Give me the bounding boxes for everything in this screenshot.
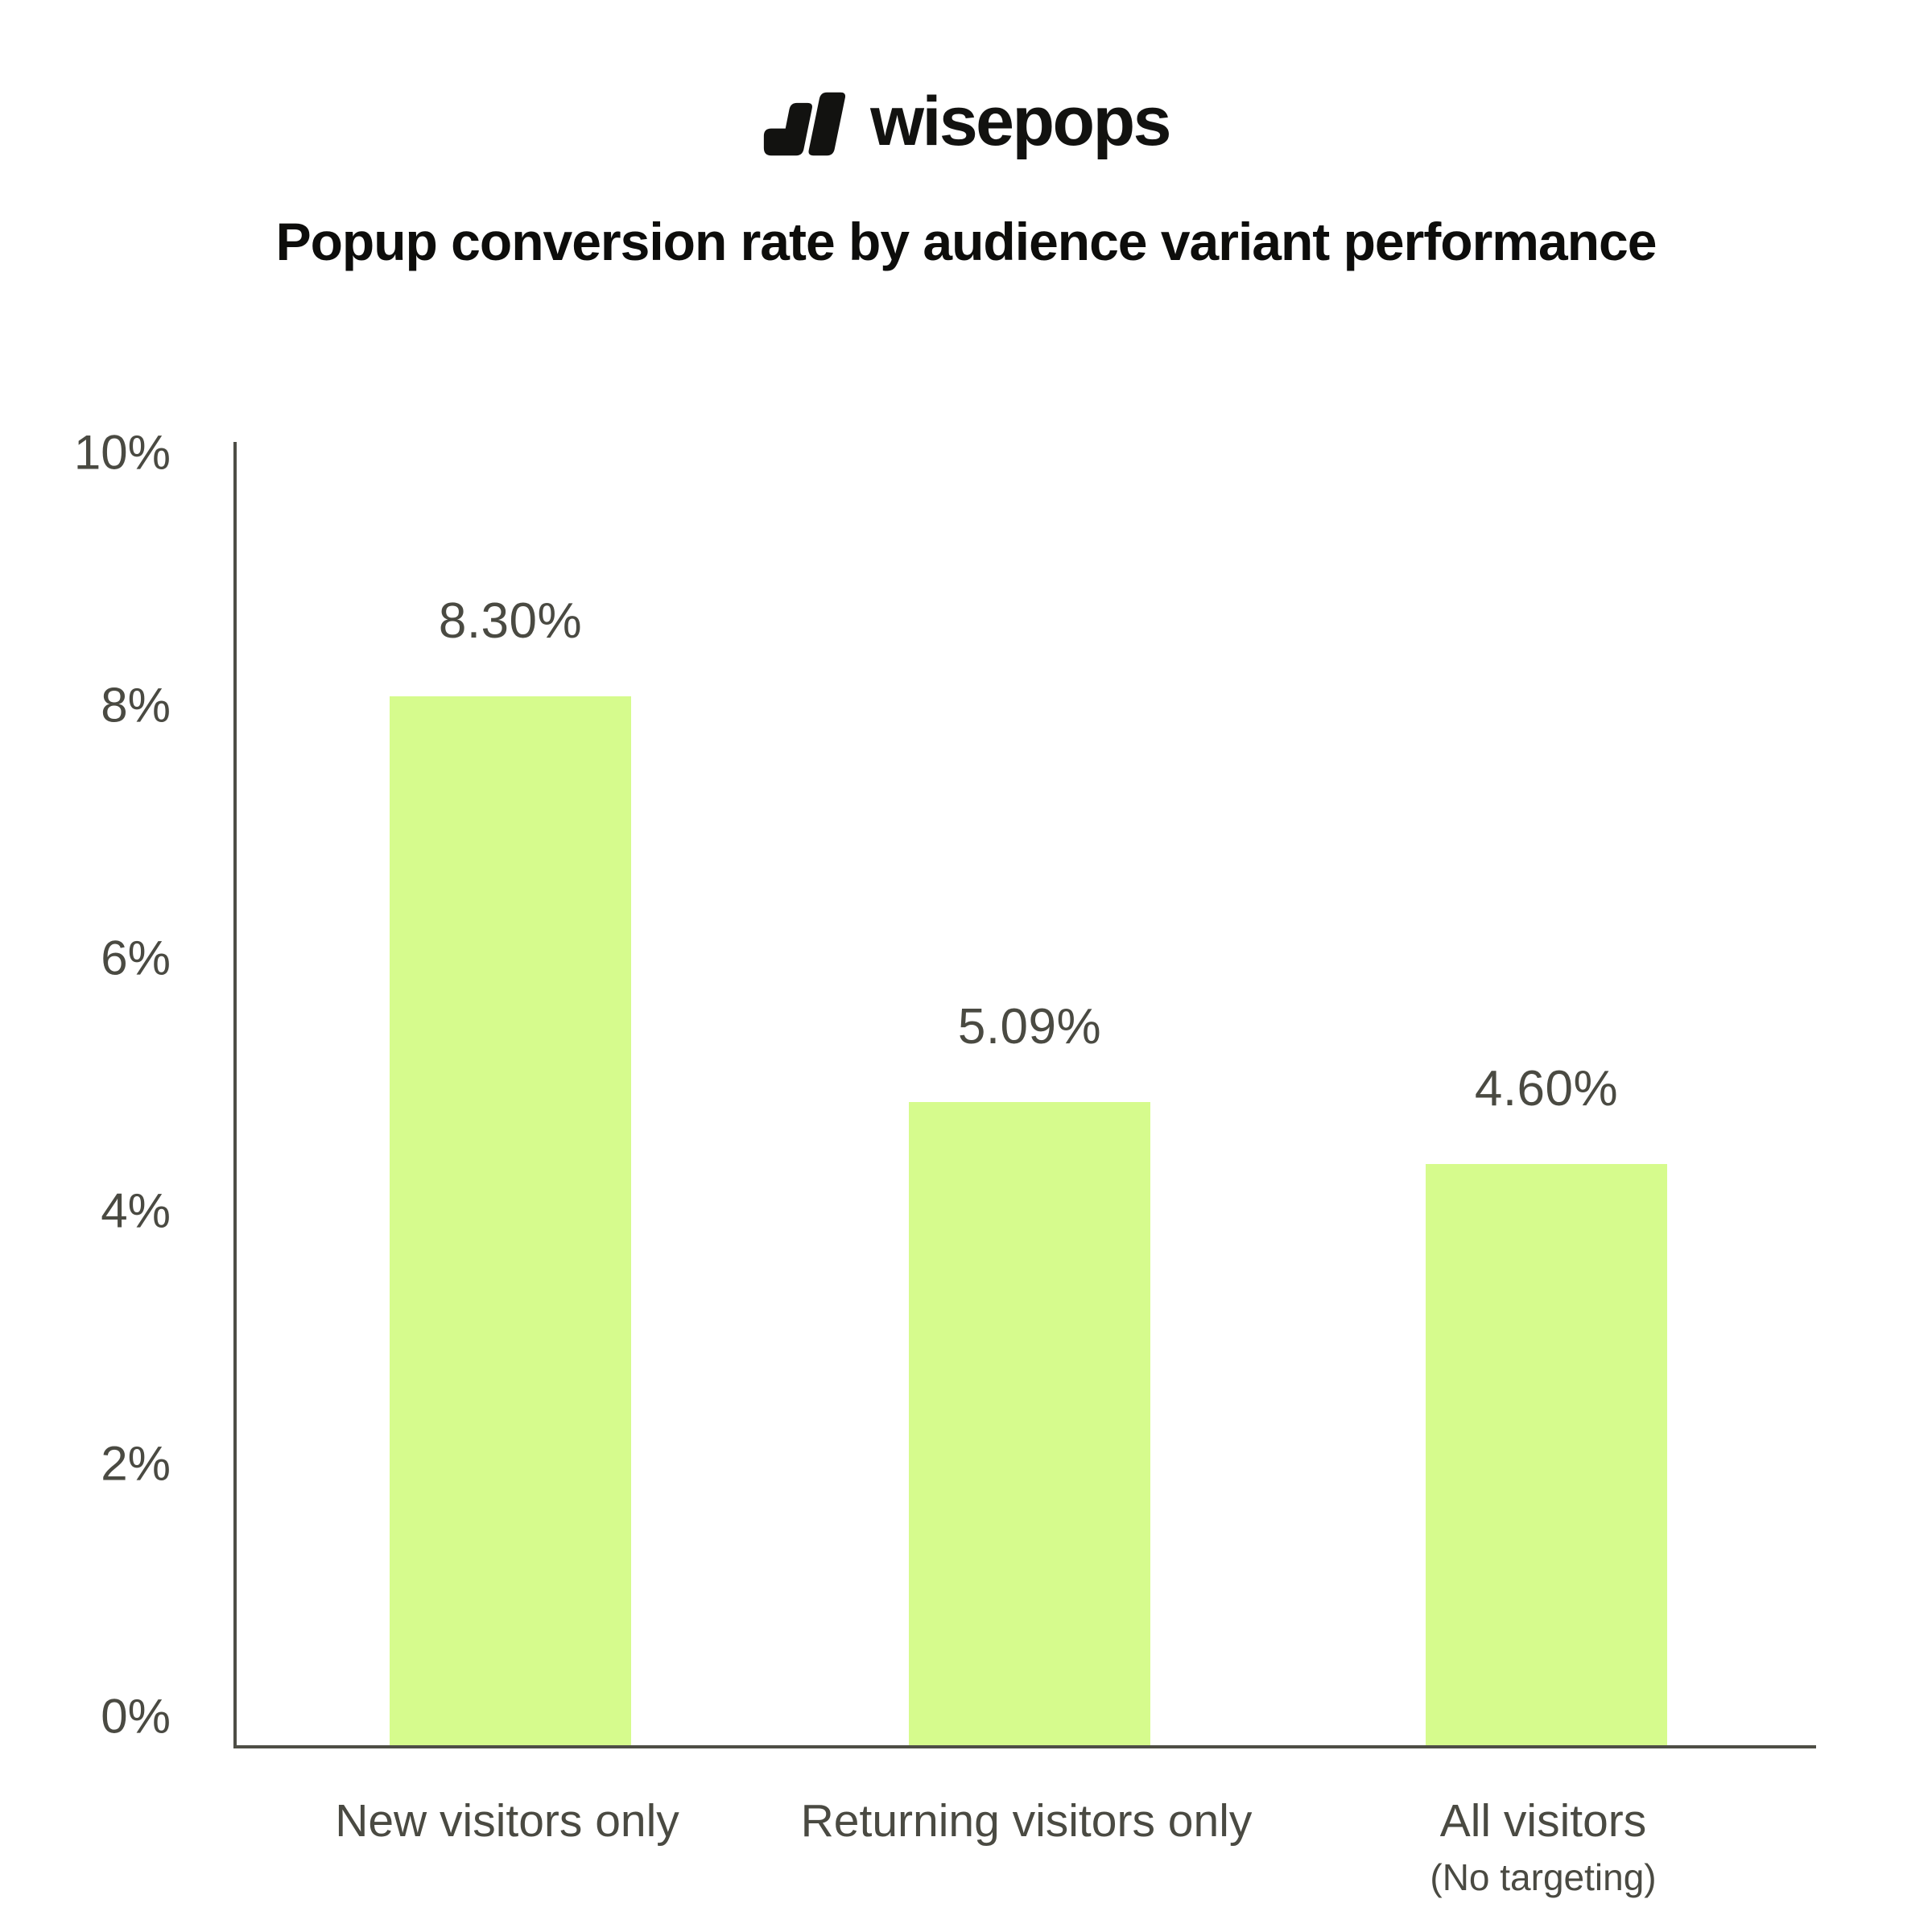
y-axis-tick-label: 8% — [101, 678, 171, 733]
y-axis-tick-label: 2% — [101, 1436, 171, 1491]
bar-3 — [1426, 1164, 1667, 1745]
x-axis-category-label: New visitors only — [177, 1795, 837, 1848]
y-axis-tick-label: 6% — [101, 931, 171, 985]
y-axis-tick-label: 10% — [73, 425, 171, 480]
y-axis-tick-label: 4% — [101, 1183, 171, 1238]
bar-1 — [390, 696, 631, 1745]
bar-value-label: 5.09% — [957, 999, 1102, 1055]
bar-value-label: 4.60% — [1474, 1061, 1619, 1117]
plot-area: 8.30% 5.09% 4.60% — [233, 442, 1816, 1748]
wisepops-logo-text: wisepops — [870, 83, 1171, 160]
x-axis: New visitors only Returning visitors only… — [0, 1748, 1932, 1926]
wisepops-logo: wisepops — [0, 87, 1932, 161]
chart-title: Popup conversion rate by audience varian… — [275, 212, 1657, 271]
x-axis-category-text: All visitors — [1439, 1795, 1647, 1847]
x-axis-category-subnote: (No targeting) — [1430, 1856, 1657, 1898]
x-axis-category-text: Returning visitors only — [800, 1795, 1253, 1847]
y-axis: 0% 2% 4% 6% 8% 10% — [0, 426, 185, 1745]
x-axis-category-text: New visitors only — [335, 1795, 679, 1847]
y-axis-tick-label: 0% — [101, 1689, 171, 1744]
wisepops-logo-icon — [763, 92, 846, 156]
bar-value-label: 8.30% — [438, 593, 583, 649]
x-axis-category-label: Returning visitors only — [696, 1795, 1356, 1848]
bar-2 — [909, 1102, 1150, 1745]
x-axis-category-label: All visitors (No targeting) — [1213, 1795, 1873, 1898]
